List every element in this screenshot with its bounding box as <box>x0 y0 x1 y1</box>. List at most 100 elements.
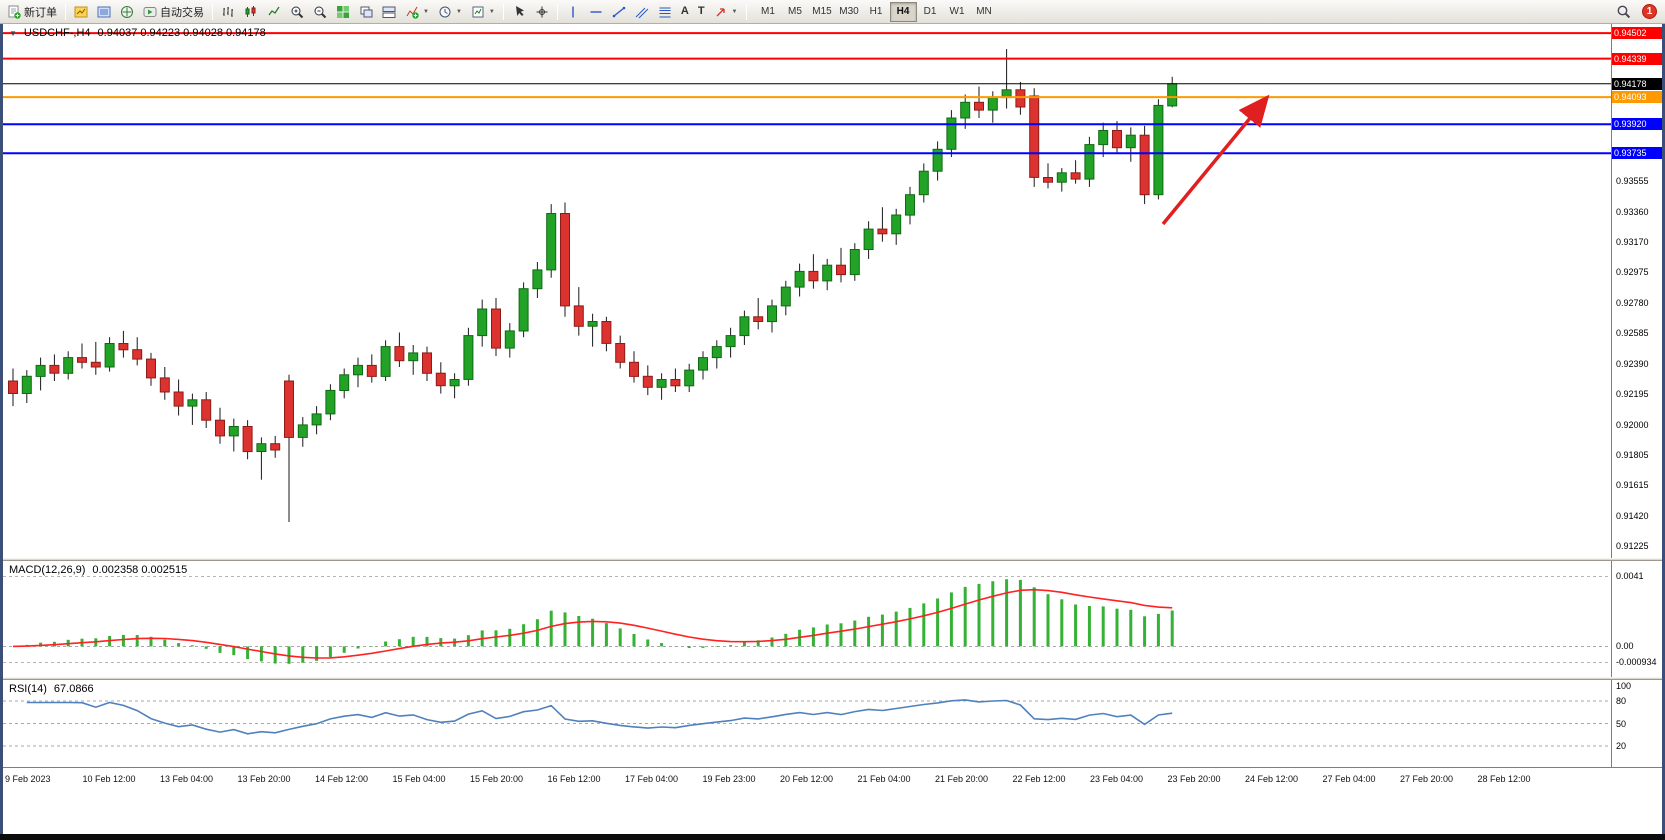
time-axis-label: 15 Feb 20:00 <box>470 774 524 784</box>
templates-button[interactable]: ▼ <box>467 1 499 22</box>
zoom-in-button[interactable] <box>286 1 308 22</box>
clock-icon <box>438 5 452 19</box>
navigator-icon <box>120 5 134 19</box>
indicators-icon <box>405 5 419 19</box>
new-order-icon <box>7 5 21 19</box>
window-bottom-edge <box>0 834 1665 840</box>
rsi-scale[interactable]: 100 80 50 20 <box>1611 680 1662 767</box>
macd-chart[interactable] <box>3 561 1611 677</box>
ohlc-values: 0.94037 0.94223 0.94028 0.94178 <box>97 27 266 39</box>
vertical-line-tool-button[interactable] <box>562 1 584 22</box>
rsi-scale-label: 50 <box>1616 718 1627 729</box>
template-icon <box>471 5 485 19</box>
candle-bodies <box>8 83 1178 453</box>
time-axis-label: 17 Feb 04:00 <box>625 774 679 784</box>
data-window-icon <box>97 5 111 19</box>
time-axis-label: 28 Feb 12:00 <box>1477 774 1531 784</box>
chevron-down-icon: ▼ <box>731 8 738 15</box>
indicators-button[interactable]: ▼ <box>401 1 433 22</box>
tile-horizontal-button[interactable] <box>378 1 400 22</box>
price-scale-label: 0.92000 <box>1616 419 1649 430</box>
time-axis[interactable]: 9 Feb 2023 10 Feb 12:00 13 Feb 04:00 13 Feb… <box>3 767 1662 791</box>
macd-title-row: MACD(12,26,9) 0.002358 0.002515 <box>9 564 187 576</box>
price-tag-0.94339: 0.94339 <box>1612 52 1662 65</box>
rsi-panel[interactable]: RSI(14) 67.0866 100 80 50 20 <box>3 680 1662 767</box>
macd-scale-label: 0.00 <box>1616 641 1634 652</box>
channel-icon <box>635 5 649 19</box>
bottom-filler <box>3 791 1662 831</box>
arrows-tool-button[interactable]: ▼ <box>710 1 742 22</box>
chevron-down-icon: ▼ <box>455 8 462 15</box>
panel-splitter[interactable] <box>3 677 1662 680</box>
price-tag-0.94502: 0.94502 <box>1612 27 1662 40</box>
main-chart-panel[interactable]: ▼ USDCHF-,H4 0.94037 0.94223 0.94028 0.9… <box>3 24 1662 558</box>
channel-tool-button[interactable] <box>631 1 653 22</box>
price-scale-label: 0.93170 <box>1616 236 1649 247</box>
rsi-scale-label: 100 <box>1616 681 1632 691</box>
trendline-tool-button[interactable] <box>608 1 630 22</box>
autotrading-button[interactable]: 自动交易 <box>139 1 208 22</box>
search-button[interactable] <box>1612 1 1635 22</box>
time-axis-label: 14 Feb 12:00 <box>315 774 369 784</box>
one-click-trading-toggle[interactable]: ▼ <box>9 28 17 38</box>
time-axis-label: 24 Feb 12:00 <box>1245 774 1299 784</box>
crosshair-tool-button[interactable] <box>531 1 553 22</box>
fibonacci-tool-button[interactable] <box>654 1 676 22</box>
timeframe-h4[interactable]: H4 <box>889 1 917 22</box>
macd-scale-label: -0.000934 <box>1616 657 1657 668</box>
autotrading-label: 自动交易 <box>160 6 204 19</box>
candlestick-chart[interactable] <box>3 24 1611 558</box>
cascade-windows-button[interactable] <box>355 1 377 22</box>
time-axis-label: 20 Feb 12:00 <box>780 774 834 784</box>
data-window-button[interactable] <box>93 1 115 22</box>
tile-windows-button[interactable] <box>332 1 354 22</box>
toolbar-separator <box>65 3 66 20</box>
timeframe-w1[interactable]: W1 <box>944 2 971 22</box>
horizontal-line-icon <box>589 5 603 19</box>
timeframe-mn[interactable]: MN <box>971 2 998 22</box>
price-scale-label: 0.91615 <box>1616 480 1649 491</box>
horizontal-line-tool-button[interactable] <box>585 1 607 22</box>
timeframe-m30[interactable]: M30 <box>836 2 863 22</box>
time-axis-label: 21 Feb 04:00 <box>857 774 911 784</box>
navigator-button[interactable] <box>116 1 138 22</box>
tile-windows-icon <box>336 5 350 19</box>
macd-panel[interactable]: MACD(12,26,9) 0.002358 0.002515 0.0041 0.… <box>3 561 1662 677</box>
timeframe-d1[interactable]: D1 <box>917 2 944 22</box>
price-scale[interactable]: 0.93555 0.93360 0.93170 0.92975 0.92780 0.925… <box>1611 24 1662 558</box>
timeframe-h1[interactable]: H1 <box>863 2 890 22</box>
cursor-icon <box>512 5 526 19</box>
notification-badge[interactable]: 1 <box>1642 4 1657 19</box>
timeframe-m15[interactable]: M15 <box>809 2 836 22</box>
arrow-tool-icon <box>714 5 728 19</box>
text-tool-icon: A <box>680 5 689 17</box>
trendline-icon <box>612 5 626 19</box>
time-axis-label: 19 Feb 23:00 <box>702 774 756 784</box>
symbol-title: USDCHF-,H4 <box>23 27 91 39</box>
price-scale-label: 0.91420 <box>1616 510 1649 521</box>
text-label-tool-button[interactable]: T <box>694 1 709 22</box>
line-chart-type-button[interactable] <box>263 1 285 22</box>
rsi-label: RSI(14) <box>9 683 47 695</box>
panel-splitter[interactable] <box>3 558 1662 561</box>
time-axis-label: 15 Feb 04:00 <box>392 774 446 784</box>
timeframe-m1[interactable]: M1 <box>755 2 782 22</box>
rsi-chart[interactable] <box>3 680 1611 767</box>
bar-chart-type-button[interactable] <box>217 1 239 22</box>
cursor-tool-button[interactable] <box>508 1 530 22</box>
price-tag-0.94093: 0.94093 <box>1612 91 1662 104</box>
zoom-out-button[interactable] <box>309 1 331 22</box>
macd-scale[interactable]: 0.0041 0.00 -0.000934 <box>1611 561 1662 677</box>
time-axis-label: 22 Feb 12:00 <box>1012 774 1066 784</box>
text-tool-button[interactable]: A <box>677 1 693 22</box>
market-watch-button[interactable] <box>70 1 92 22</box>
arrow-annotation[interactable] <box>1161 94 1270 226</box>
price-tag-0.93920: 0.93920 <box>1612 118 1662 131</box>
time-axis-label: 23 Feb 04:00 <box>1090 774 1144 784</box>
timeframe-m5[interactable]: M5 <box>782 2 809 22</box>
new-order-button[interactable]: 新订单 <box>3 1 61 22</box>
tile-horizontal-icon <box>382 5 396 19</box>
macd-scale-label: 0.0041 <box>1616 571 1644 582</box>
candlestick-type-button[interactable] <box>240 1 262 22</box>
periods-button[interactable]: ▼ <box>434 1 466 22</box>
